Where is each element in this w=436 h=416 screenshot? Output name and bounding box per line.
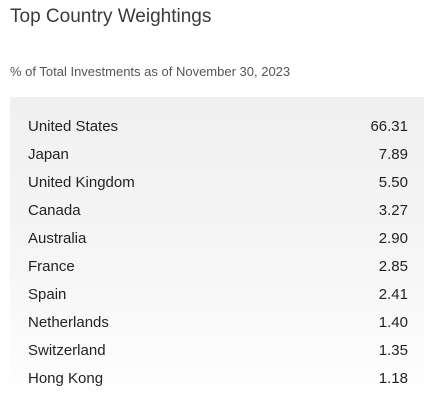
country-name: United States xyxy=(28,117,119,135)
weighting-value: 1.18 xyxy=(378,369,408,387)
country-name: France xyxy=(28,257,75,275)
country-name: Spain xyxy=(28,285,67,303)
weighting-value: 1.40 xyxy=(378,313,408,331)
table-row: Netherlands 1.40 xyxy=(28,308,408,336)
weightings-list: United States 66.31 Japan 7.89 United Kingdo… xyxy=(28,112,408,392)
table-row: United Kingdom 5.50 xyxy=(28,168,408,196)
table-row: Canada 3.27 xyxy=(28,196,408,224)
table-row: Switzerland 1.35 xyxy=(28,336,408,364)
country-name: Japan xyxy=(28,145,69,163)
weighting-value: 7.89 xyxy=(378,145,408,163)
weighting-value: 1.35 xyxy=(378,341,408,359)
country-name: United Kingdom xyxy=(28,173,135,191)
table-row: Hong Kong 1.18 xyxy=(28,364,408,392)
weighting-value: 5.50 xyxy=(378,173,408,191)
table-row: United States 66.31 xyxy=(28,112,408,140)
weighting-value: 66.31 xyxy=(370,117,408,135)
widget-subtitle: % of Total Investments as of November 30… xyxy=(10,64,291,79)
weighting-value: 2.85 xyxy=(378,257,408,275)
country-name: Switzerland xyxy=(28,341,106,359)
table-row: Japan 7.89 xyxy=(28,140,408,168)
table-row: France 2.85 xyxy=(28,252,408,280)
table-row: Spain 2.41 xyxy=(28,280,408,308)
country-name: Canada xyxy=(28,201,81,219)
widget-title: Top Country Weightings xyxy=(10,6,212,27)
weightings-table: United States 66.31 Japan 7.89 United Kingdo… xyxy=(10,97,424,405)
table-row: Australia 2.90 xyxy=(28,224,408,252)
weighting-value: 3.27 xyxy=(378,201,408,219)
country-name: Australia xyxy=(28,229,87,247)
weighting-value: 2.41 xyxy=(378,285,408,303)
country-name: Hong Kong xyxy=(28,369,104,387)
weighting-value: 2.90 xyxy=(378,229,408,247)
country-name: Netherlands xyxy=(28,313,109,331)
